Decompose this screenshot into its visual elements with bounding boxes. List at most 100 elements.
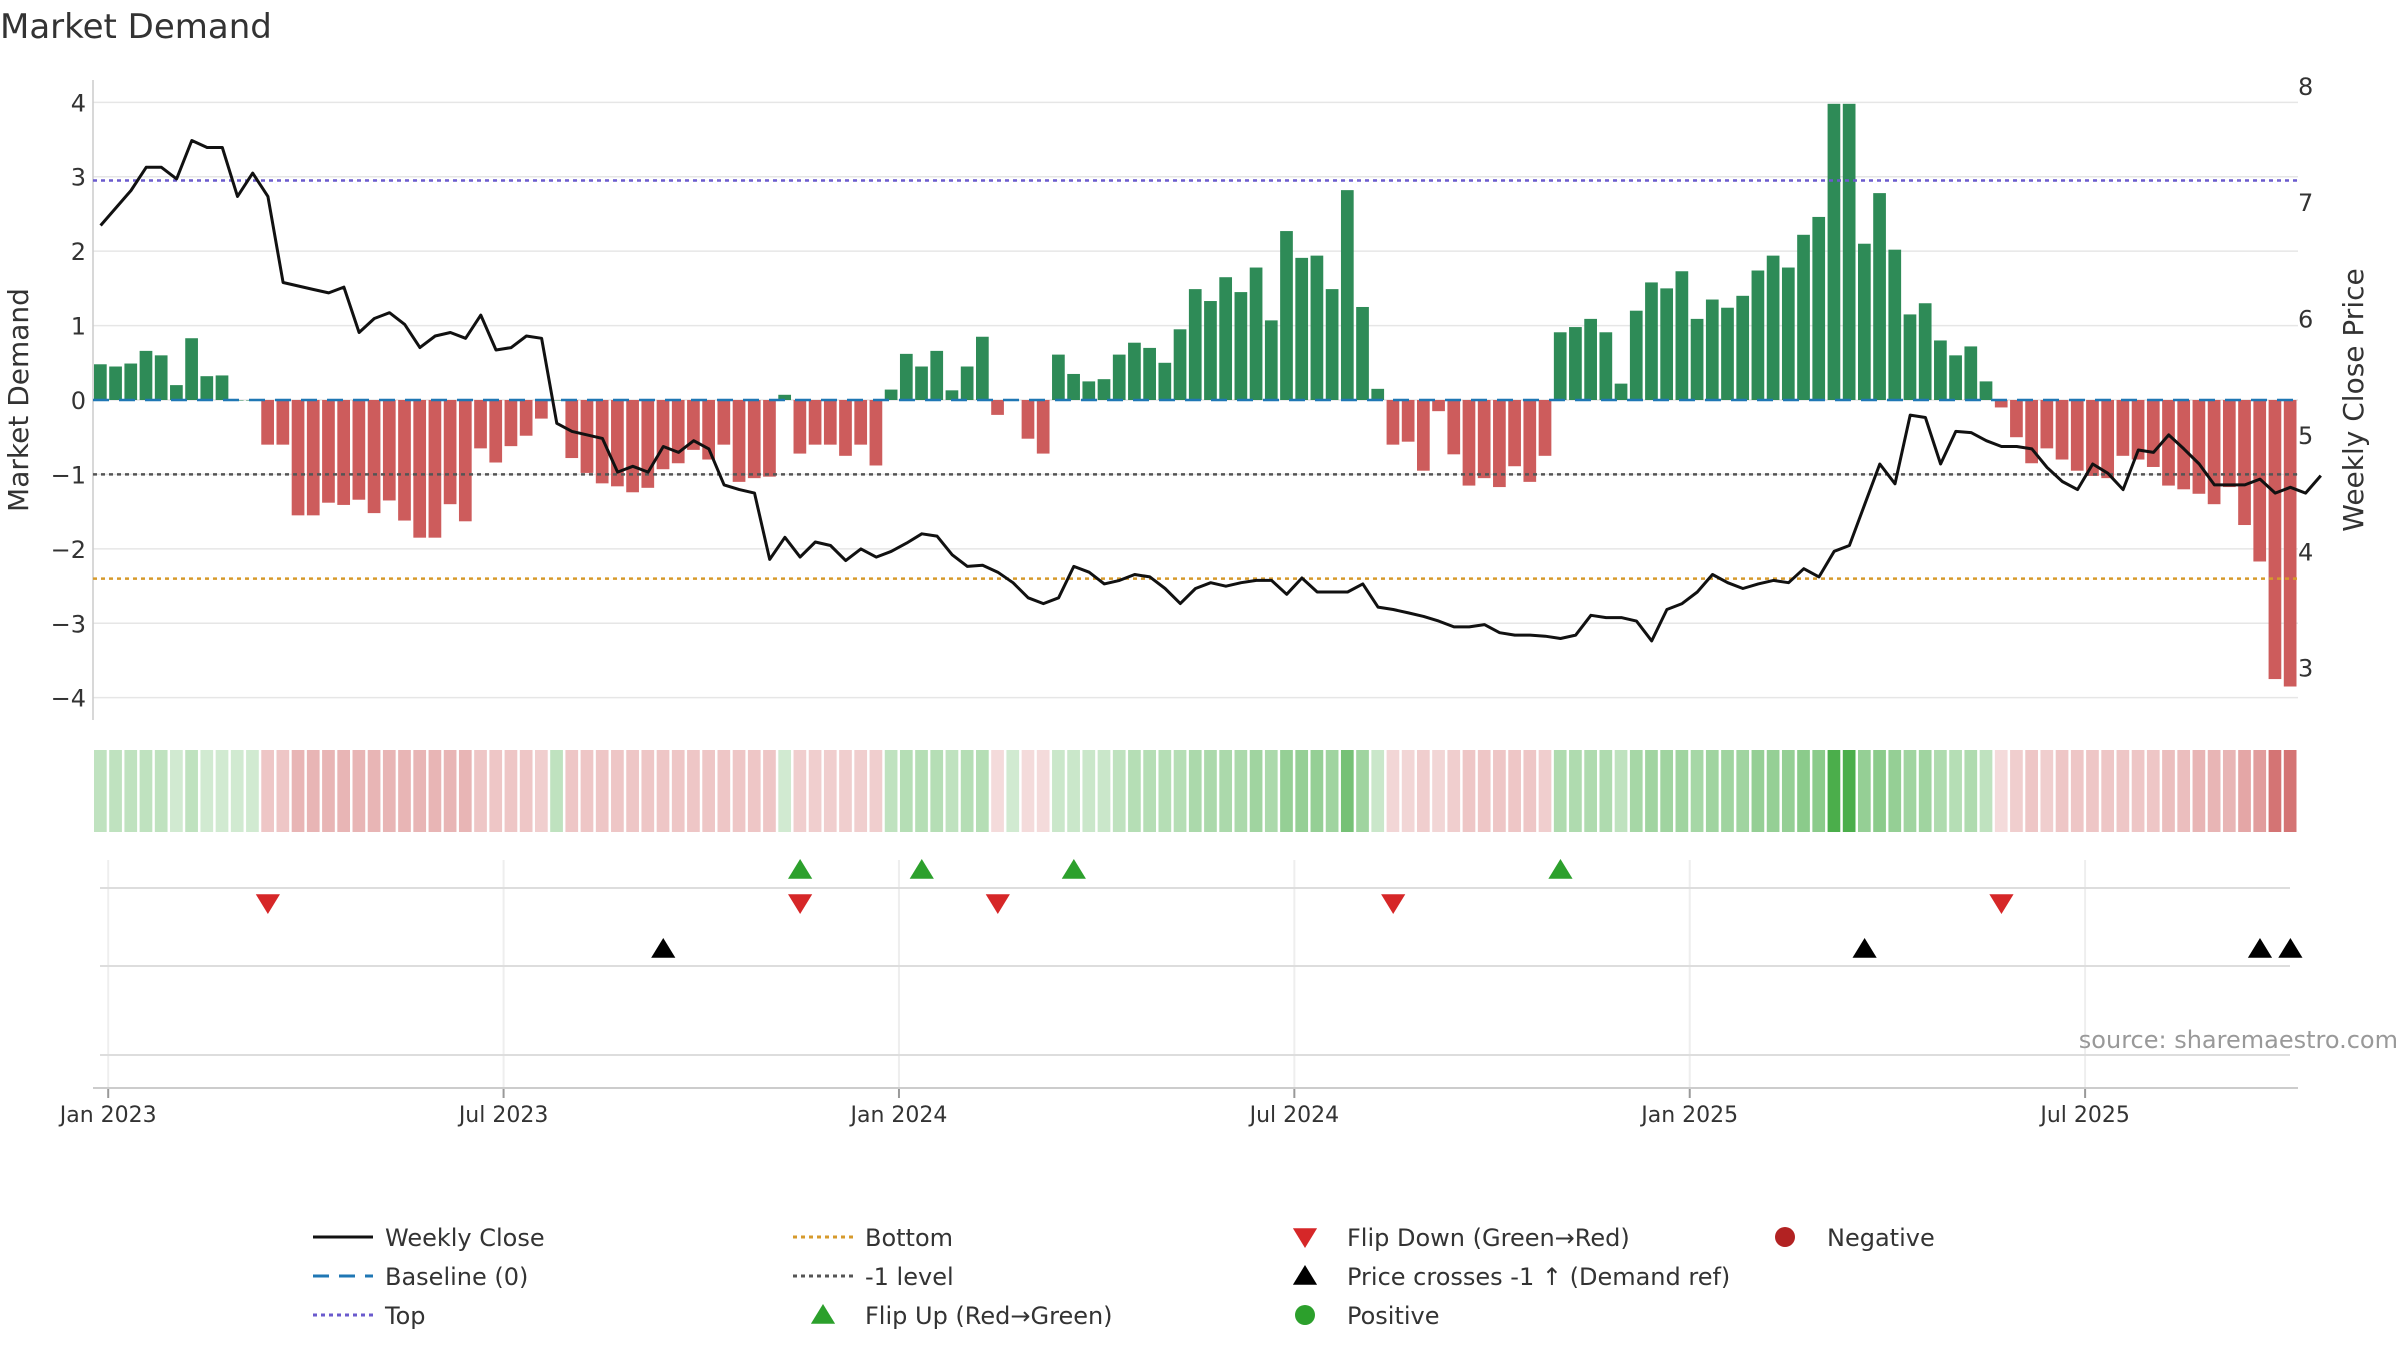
- demand-bar: [626, 400, 639, 493]
- heat-strip-cell: [611, 750, 624, 832]
- demand-bar: [1629, 310, 1643, 400]
- reference-lines: [93, 179, 2298, 580]
- legend-label: -1 level: [865, 1263, 954, 1291]
- demand-bar: [884, 389, 898, 400]
- demand-bars: [94, 103, 2297, 687]
- legend-swatch-triangle: [1292, 1228, 1318, 1248]
- demand-bar: [1310, 255, 1324, 400]
- demand-bar: [2162, 400, 2175, 486]
- heat-strip-cell: [1614, 750, 1628, 832]
- legend-label: Top: [384, 1302, 426, 1330]
- demand-bar: [1462, 400, 1476, 486]
- heat-strip-cell: [261, 750, 274, 832]
- heat-strip-cell: [778, 750, 792, 832]
- demand-bar: [1417, 400, 1430, 471]
- demand-bar: [1934, 340, 1947, 400]
- y-axis-left-label: Market Demand: [2, 288, 35, 512]
- heat-strip-cell: [458, 750, 472, 832]
- price-cross-marker: [651, 938, 676, 958]
- y-tick-label-right: 8: [2298, 73, 2313, 101]
- weekly-close-line: [99, 139, 2322, 643]
- demand-bar: [1477, 400, 1491, 479]
- demand-bar: [1204, 301, 1217, 400]
- heat-strip-cell: [687, 750, 700, 832]
- legend-label: Baseline (0): [385, 1263, 528, 1291]
- demand-bar: [2207, 400, 2221, 505]
- heat-strip-cell: [215, 750, 229, 832]
- heat-strip-cell: [1082, 750, 1096, 832]
- demand-bar: [1888, 249, 1902, 400]
- y-tick-label-right: 4: [2298, 538, 2313, 566]
- demand-bar: [763, 400, 776, 477]
- demand-bar: [1964, 346, 1978, 400]
- heat-strip-cell: [1781, 750, 1795, 832]
- heat-strip-cell: [474, 750, 487, 832]
- weekly-close-series: [99, 139, 2322, 643]
- demand-bar: [1158, 362, 1172, 400]
- heat-strip-cell: [717, 750, 731, 832]
- heat-strip-cell: [1067, 750, 1080, 832]
- legend-label: Flip Up (Red→Green): [865, 1302, 1113, 1330]
- heat-strip-cell: [1797, 750, 1810, 832]
- demand-bar: [823, 400, 837, 445]
- heat-strip-cell: [2070, 750, 2084, 832]
- demand-bar: [1432, 400, 1445, 412]
- heat-strip-cell: [580, 750, 594, 832]
- heat-strip-cell: [2192, 750, 2206, 832]
- demand-bar: [717, 400, 731, 445]
- demand-bar: [2040, 400, 2054, 449]
- heat-strip-cell: [1356, 750, 1369, 832]
- demand-bar: [261, 400, 274, 445]
- heat-strip-cell: [976, 750, 989, 832]
- heat-strip-cell: [1979, 750, 1993, 832]
- x-tick-label: Jul 2025: [2038, 1103, 2130, 1128]
- demand-bar: [1858, 243, 1871, 400]
- price-cross-marker: [2247, 938, 2273, 958]
- demand-bar: [1493, 400, 1506, 488]
- demand-bar: [2101, 400, 2115, 479]
- demand-bar: [1401, 400, 1415, 442]
- heat-strip-cell: [1447, 750, 1461, 832]
- demand-bar: [428, 400, 442, 538]
- heat-strip-cell: [565, 750, 579, 832]
- heat-strip-cell: [793, 750, 807, 832]
- heat-strip-cell: [808, 750, 822, 832]
- demand-bar: [960, 366, 974, 400]
- heat-strip-cell: [1097, 750, 1111, 832]
- demand-bar: [291, 400, 305, 516]
- legend-label: Positive: [1347, 1302, 1440, 1330]
- heat-strip-cell: [124, 750, 138, 832]
- x-tick-label: Jul 2024: [1248, 1103, 1340, 1128]
- heat-strip-cell: [1858, 750, 1871, 832]
- heat-strip-cell: [1325, 750, 1339, 832]
- demand-bar: [915, 366, 928, 400]
- demand-bar: [306, 400, 320, 516]
- heat-strip-cell: [1508, 750, 1521, 832]
- heat-strip-cell: [671, 750, 685, 832]
- demand-bar: [489, 400, 503, 463]
- demand-bar: [139, 350, 153, 400]
- flip-up-marker: [788, 859, 813, 879]
- heat-strip-cell: [869, 750, 883, 832]
- heat-strip-cell: [1812, 750, 1826, 832]
- heat-strip-cell: [960, 750, 974, 832]
- demand-bar: [1280, 231, 1293, 400]
- demand-bar: [535, 400, 548, 419]
- demand-bar: [687, 400, 700, 450]
- demand-bar: [109, 366, 122, 400]
- demand-bar: [1067, 373, 1080, 400]
- demand-bar: [1584, 318, 1597, 400]
- heat-strip-cell: [2268, 750, 2282, 832]
- heat-strip-cell: [2222, 750, 2236, 832]
- x-tick-label: Jan 2023: [58, 1103, 157, 1128]
- demand-bar: [2055, 400, 2069, 460]
- demand-bar: [930, 350, 944, 400]
- heat-strip-cell: [763, 750, 776, 832]
- demand-bar: [1143, 347, 1156, 400]
- demand-bar: [1660, 288, 1674, 400]
- demand-bar: [976, 336, 989, 400]
- demand-bar: [580, 400, 594, 473]
- legend-label: Negative: [1827, 1224, 1935, 1252]
- demand-bar: [1523, 400, 1537, 482]
- heat-strip-cell: [915, 750, 928, 832]
